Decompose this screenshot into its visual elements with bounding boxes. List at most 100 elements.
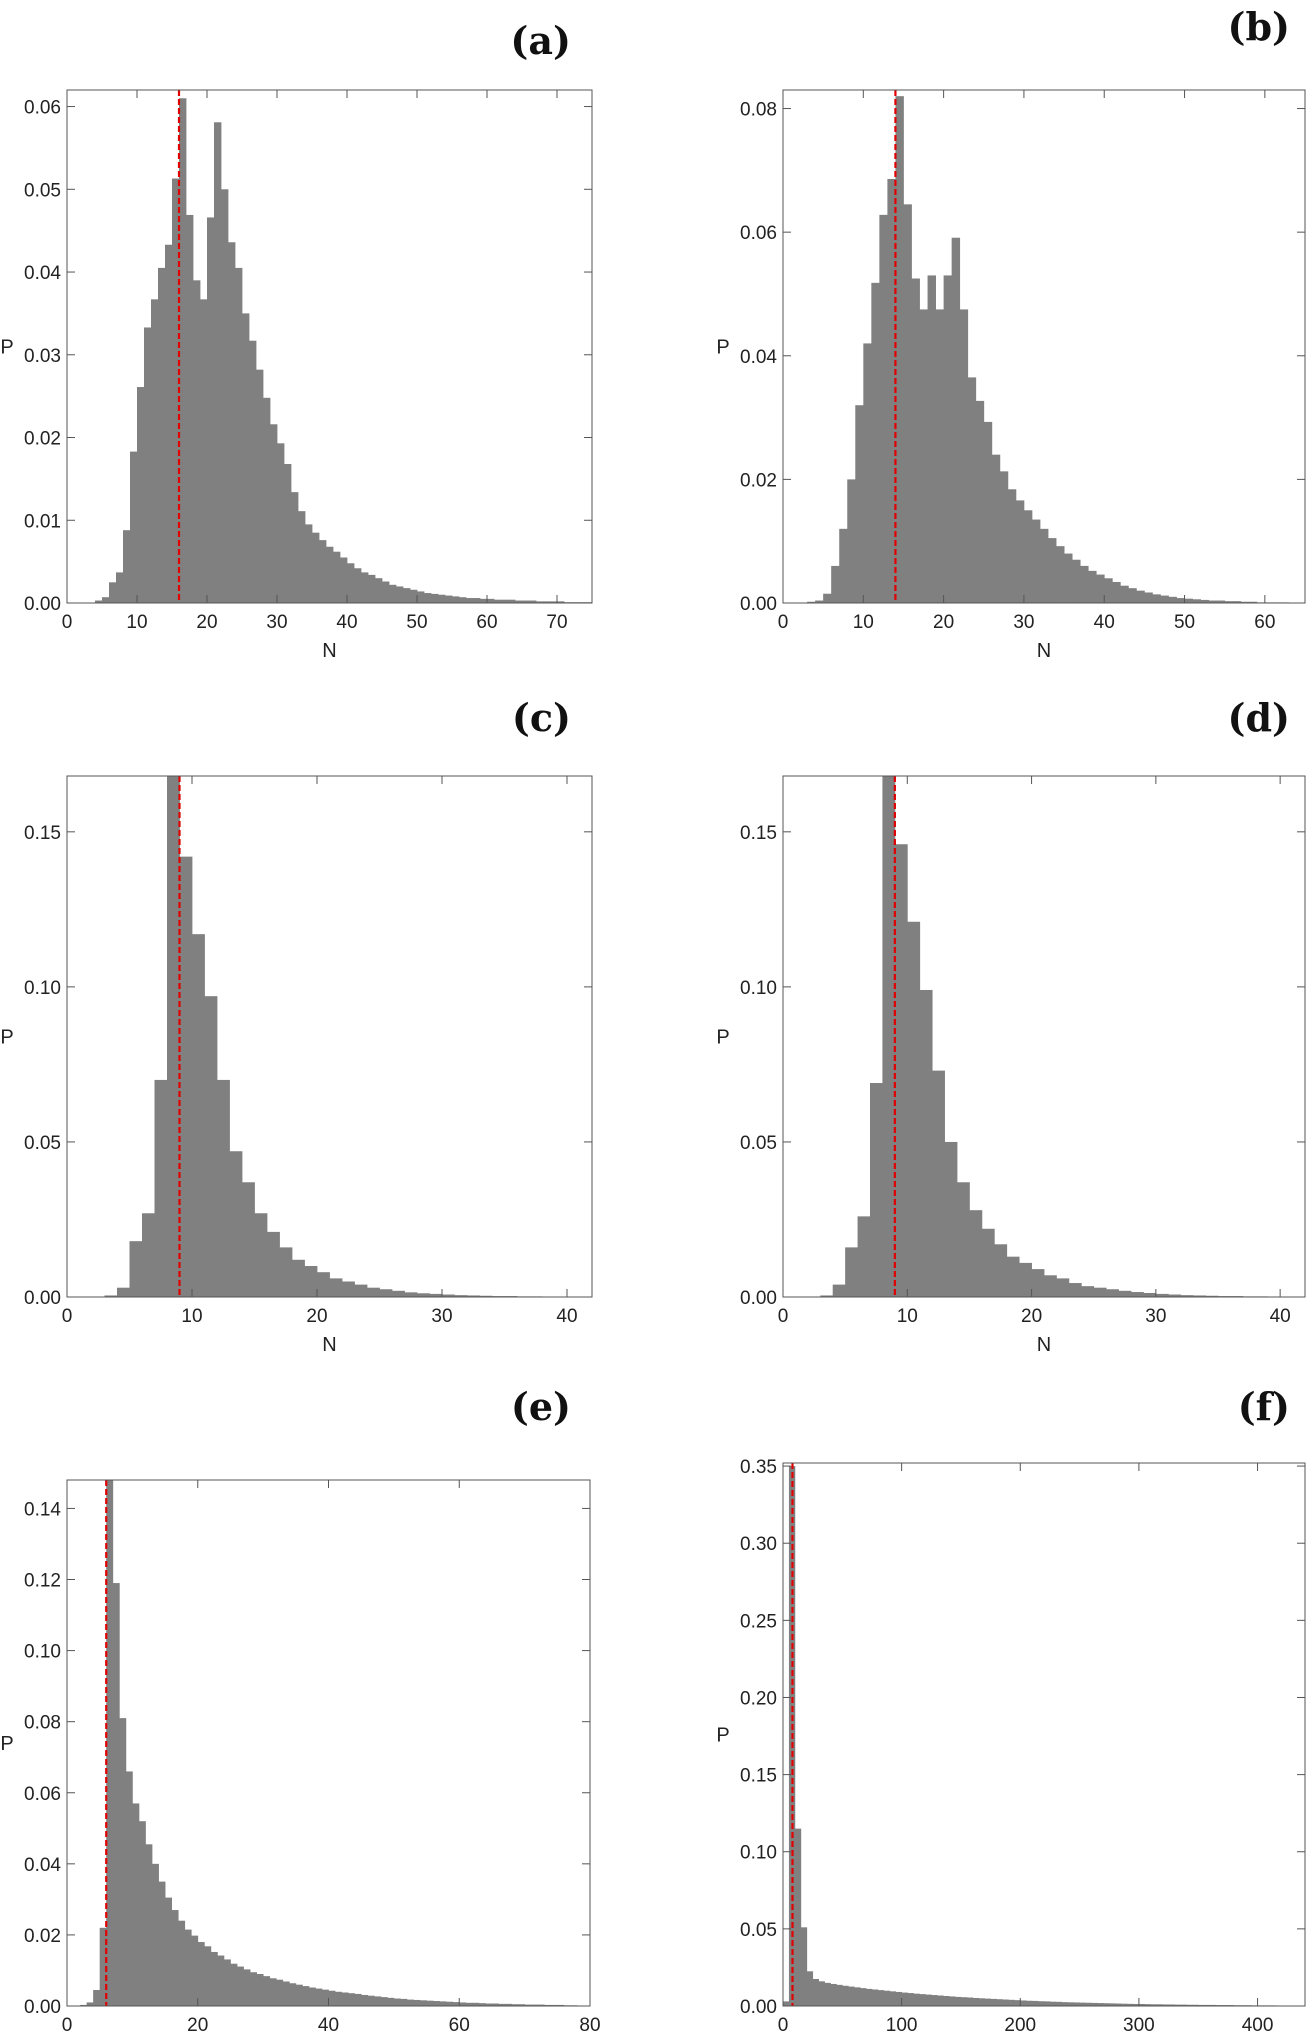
histogram-bar: [1081, 1286, 1095, 1297]
histogram-bar: [1072, 559, 1081, 603]
x-tick-label: 10: [126, 612, 147, 633]
histogram-bar: [1136, 590, 1145, 603]
histogram-bar: [999, 471, 1009, 603]
histogram-bar: [800, 1927, 808, 2006]
x-axis-title: N: [1037, 1334, 1051, 1356]
x-tick-label: 40: [556, 1306, 577, 1327]
histogram-bar: [154, 1079, 168, 1297]
histogram-bar: [459, 2002, 467, 2006]
histogram-bar: [508, 599, 516, 603]
histogram-panel: 0 100 200 300 400 0.00 0.05 0.10 0.15 0.20 0.25 0.3…: [716, 1384, 1306, 2036]
histogram-bar: [839, 528, 848, 603]
histogram-bar: [550, 2004, 558, 2006]
histogram-bar: [511, 2004, 519, 2006]
histogram-bar: [392, 1290, 405, 1297]
histogram-bar: [179, 856, 193, 1297]
histogram-bar: [235, 267, 243, 603]
histogram-bar: [171, 1910, 179, 2006]
y-tick-label: 0.02: [740, 470, 777, 491]
histogram-bar: [925, 1994, 932, 2006]
histogram-bar: [855, 405, 864, 603]
histogram-bar: [102, 597, 110, 603]
histogram-bar: [304, 1265, 318, 1297]
y-tick-label: 0.00: [740, 1997, 777, 2018]
x-tick-label: 10: [181, 1306, 202, 1327]
histogram-bar: [870, 1083, 883, 1297]
histogram-bar: [389, 584, 397, 603]
histogram-bar: [935, 309, 945, 603]
histogram-bar: [907, 921, 921, 1297]
histogram-bar: [1007, 489, 1017, 603]
x-tick-label: 30: [431, 1306, 452, 1327]
y-axis-title: P: [0, 1733, 13, 1755]
histogram-bar: [445, 595, 453, 603]
histogram-bar: [328, 1990, 336, 2006]
histogram-bar: [267, 1231, 280, 1298]
plot-frame: [782, 775, 1306, 1298]
histogram-bar: [836, 1984, 843, 2006]
histogram-bar: [242, 313, 250, 603]
histogram-bar: [806, 1971, 814, 2006]
histogram-bar: [1127, 2003, 1134, 2006]
histogram-bar: [454, 1295, 468, 1297]
x-tick-label: 60: [1254, 612, 1275, 633]
histogram-bar: [1015, 500, 1025, 603]
histogram-bar: [991, 454, 1001, 603]
histogram-bar: [116, 572, 124, 603]
histogram-bar: [1152, 594, 1161, 603]
histogram-bar: [256, 1974, 264, 2006]
histogram-bar: [957, 1182, 970, 1297]
x-tick-label: 100: [886, 2015, 918, 2036]
histogram-bar: [119, 1718, 127, 2006]
histogram-bar: [515, 600, 523, 603]
y-tick-label: 0.20: [740, 1688, 777, 1709]
histogram-bar: [823, 593, 832, 603]
histogram-bar: [117, 1287, 130, 1297]
histogram-bar: [341, 1992, 349, 2006]
histogram-bar: [335, 1991, 342, 2006]
histogram-bar: [818, 1981, 825, 2006]
y-tick-label: 0.10: [740, 1843, 777, 1864]
histogram-bar: [1067, 2002, 1075, 2006]
histogram-bar: [138, 1821, 146, 2006]
histogram-bar: [459, 597, 467, 603]
histogram-bar: [955, 1996, 962, 2006]
histogram-bar: [1115, 2003, 1122, 2006]
histogram-bar: [417, 591, 425, 603]
histogram-bar: [1104, 578, 1113, 603]
histogram-bar: [125, 1771, 133, 2006]
histogram-bar: [321, 1989, 329, 2006]
histogram-bar: [927, 275, 936, 603]
y-tick-label: 0.05: [24, 180, 61, 201]
histogram-bar: [1144, 2004, 1152, 2006]
histogram-bar: [824, 1982, 831, 2006]
x-tick-label: 30: [1013, 612, 1034, 633]
x-tick-label: 70: [546, 612, 567, 633]
histogram-bar: [557, 601, 565, 603]
panel-label: (f): [1238, 1384, 1290, 1429]
histogram-bar: [1085, 2002, 1092, 2006]
y-tick-label: 0.04: [24, 1855, 61, 1876]
histogram-bar: [1131, 1292, 1144, 1297]
histogram-bar: [228, 242, 236, 603]
histogram-bar: [857, 1216, 871, 1297]
histogram-bar: [452, 2002, 460, 2006]
y-tick-label: 0.15: [740, 823, 777, 844]
histogram-panel: 0 10 20 30 40 0.00 0.05 0.10 0.15 N P (d): [716, 695, 1306, 1356]
histogram-bar: [882, 776, 896, 1297]
histogram-bar: [242, 1182, 255, 1297]
histogram-bar: [295, 1984, 303, 2006]
y-tick-label: 0.30: [740, 1534, 777, 1555]
histogram-bar: [1198, 2004, 1205, 2006]
y-tick-label: 0.01: [24, 511, 61, 532]
histogram-bar: [845, 1247, 858, 1297]
histogram-bar: [465, 2002, 473, 2006]
histogram-bar: [863, 343, 872, 603]
histogram-bar: [452, 596, 460, 603]
histogram-bar: [467, 1295, 480, 1297]
histogram-bar: [1044, 1275, 1057, 1297]
histogram-bar: [871, 282, 880, 603]
histogram-bar: [1160, 595, 1169, 603]
histogram-bar: [99, 1927, 107, 2006]
histogram-bar: [931, 1995, 938, 2006]
